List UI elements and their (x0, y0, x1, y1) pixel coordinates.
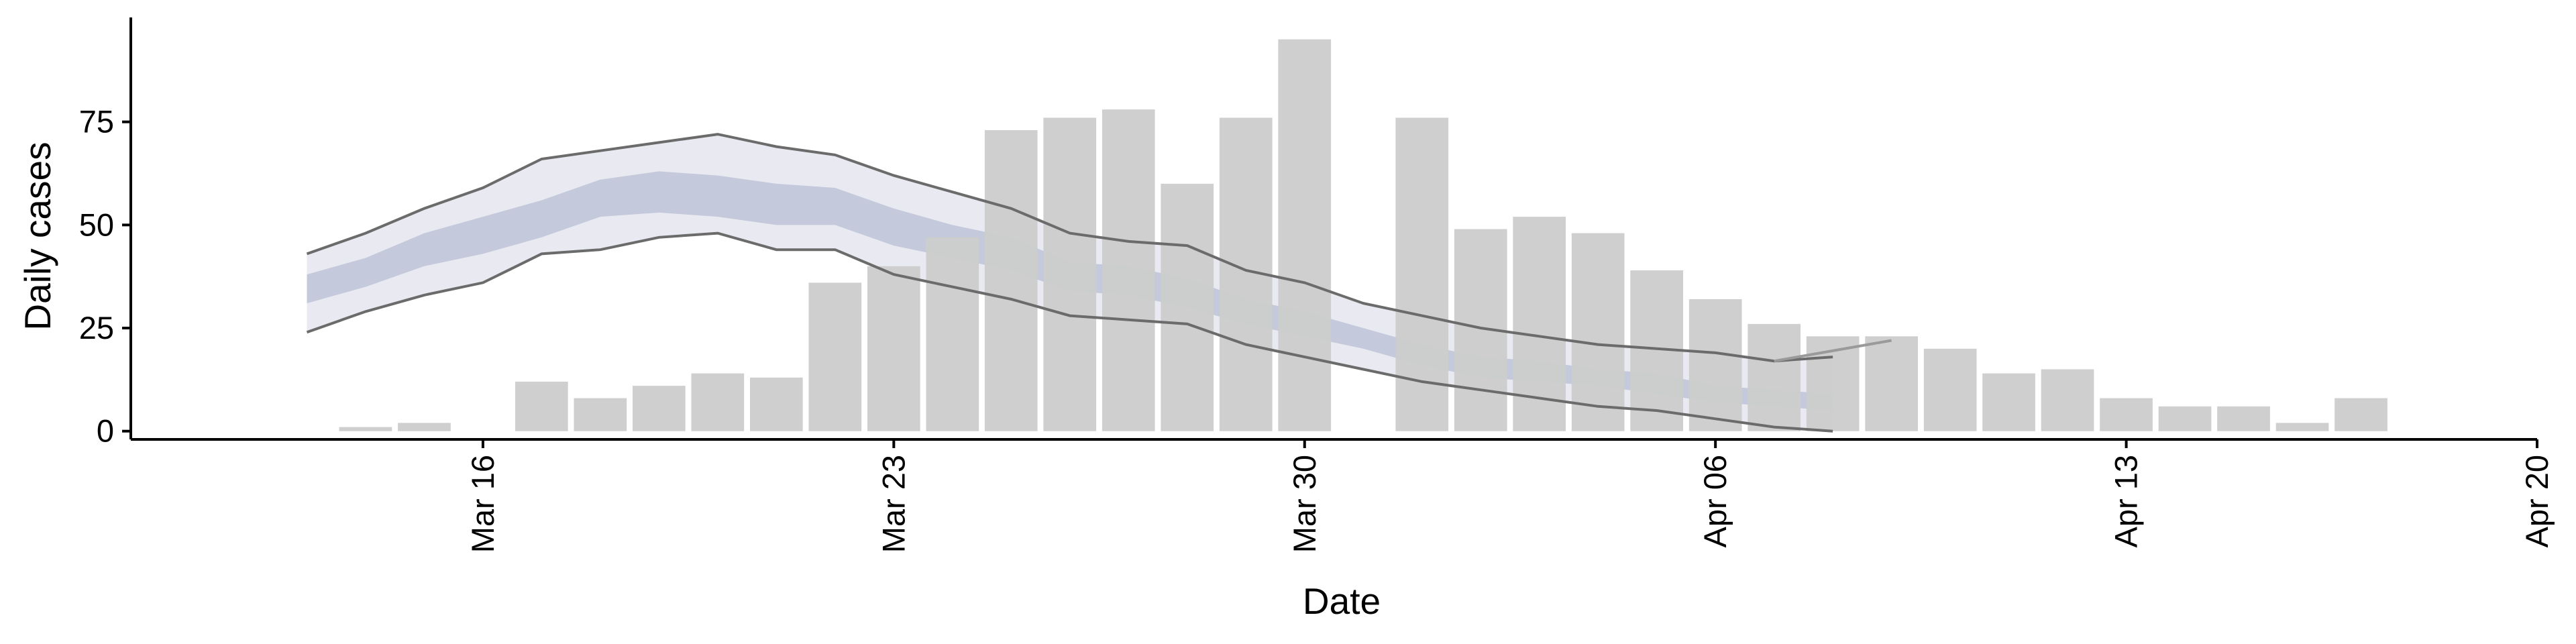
bar-2020-04-06 (1688, 299, 1742, 431)
x-tick-label: Mar 30 (1287, 455, 1322, 553)
bar-2020-04-14 (2158, 406, 2212, 431)
bar-2020-03-21 (750, 377, 803, 431)
lower-bound-line (306, 231, 1833, 433)
bar-2020-03-14 (339, 427, 392, 431)
bar-2020-03-15 (398, 423, 451, 431)
forecast-bound-lines (306, 133, 1892, 433)
x-tick-label: Mar 23 (875, 455, 911, 553)
bar-2020-04-07 (1748, 323, 1801, 431)
bar-2020-03-18 (574, 398, 627, 431)
y-tick-label: 75 (79, 104, 114, 140)
bar-2020-03-28 (1161, 183, 1214, 431)
axes: 0 25 50 75 Mar 16 Mar 23 Mar 30 Apr 06 Apr 13 Apr… (79, 17, 2555, 553)
bar-2020-03-17 (515, 381, 568, 431)
bar-2020-03-30 (1278, 39, 1332, 431)
daily-case-bars (339, 39, 2387, 431)
bar-2020-04-04 (1571, 233, 1625, 431)
bar-2020-03-20 (691, 373, 745, 431)
bar-2020-03-19 (633, 386, 686, 431)
x-axis-title: Date (1303, 580, 1381, 622)
upper-bound-line (306, 133, 1833, 363)
bar-2020-03-27 (1102, 109, 1155, 431)
bar-2020-03-25 (984, 130, 1038, 431)
y-tick-label: 50 (79, 207, 114, 242)
bar-2020-04-16 (2275, 423, 2329, 431)
bar-2020-04-09 (1865, 336, 1918, 431)
bar-2020-03-24 (926, 237, 979, 431)
bar-2020-03-26 (1043, 117, 1097, 431)
x-tick-label: Mar 16 (465, 455, 500, 553)
bar-2020-04-15 (2217, 406, 2270, 431)
bar-2020-03-23 (867, 266, 920, 431)
y-axis-title: Daily cases (17, 142, 58, 330)
bar-2020-04-12 (2041, 369, 2094, 431)
bar-2020-04-11 (1982, 373, 2035, 431)
bar-2020-04-13 (2100, 398, 2153, 431)
bar-2020-04-10 (1923, 348, 1977, 431)
y-tick-label: 0 (97, 413, 114, 449)
upper-bound-tail-line (1774, 339, 1892, 363)
x-tick-label: Apr 20 (2519, 455, 2555, 547)
x-tick-label: Apr 13 (2108, 455, 2144, 547)
y-tick-label: 25 (79, 310, 114, 345)
bar-2020-03-22 (808, 282, 862, 431)
x-tick-label: Apr 06 (1697, 455, 1733, 547)
bar-2020-04-17 (2334, 398, 2387, 431)
